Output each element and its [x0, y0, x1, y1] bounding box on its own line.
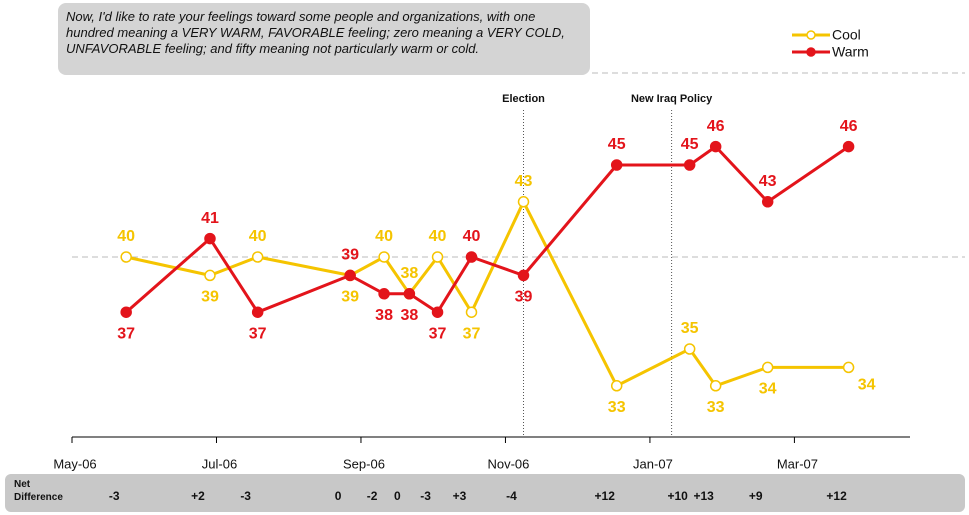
data-label: 40 — [117, 228, 135, 245]
point — [251, 251, 264, 263]
data-label: 46 — [707, 118, 725, 135]
data-label: 37 — [429, 325, 447, 342]
point — [378, 251, 390, 263]
data-label: 43 — [759, 173, 777, 190]
data-label: 33 — [608, 399, 626, 416]
data-label: 43 — [515, 173, 533, 190]
point — [251, 306, 264, 318]
legend-label: Warm — [832, 44, 869, 60]
data-label: 38 — [400, 265, 418, 282]
net-label: Net Difference — [14, 479, 63, 503]
data-label: 45 — [681, 136, 699, 153]
point — [204, 232, 216, 245]
x-tick-label: Jul-06 — [202, 456, 237, 471]
data-label: 40 — [375, 228, 393, 245]
point — [610, 380, 623, 392]
legend-marker — [806, 47, 816, 57]
point — [204, 269, 216, 282]
event-label: New Iraq Policy — [631, 93, 713, 105]
data-label: 41 — [201, 210, 219, 227]
data-label: 46 — [840, 118, 858, 135]
point — [465, 251, 478, 263]
x-tick-label: Sep-06 — [343, 456, 385, 471]
data-label: 33 — [707, 399, 725, 416]
event-label: Election — [502, 93, 545, 105]
point — [517, 196, 530, 208]
data-label: 37 — [117, 325, 135, 342]
x-tick-label: Mar-07 — [777, 456, 818, 471]
x-tick-label: Nov-06 — [487, 456, 529, 471]
data-label: 37 — [463, 325, 481, 342]
data-label: 45 — [608, 136, 626, 153]
point — [120, 251, 132, 263]
point — [465, 306, 478, 318]
point — [403, 288, 416, 300]
point — [683, 159, 696, 171]
data-label: 39 — [341, 247, 359, 264]
data-label: 38 — [375, 307, 393, 324]
data-label: 39 — [341, 289, 359, 306]
point — [709, 140, 722, 153]
data-label: 39 — [201, 289, 219, 306]
data-label: 40 — [463, 228, 481, 245]
legend-label: Cool — [832, 27, 861, 43]
point — [842, 361, 855, 374]
series-line — [125, 200, 849, 388]
net-bar — [5, 474, 965, 512]
data-label: 35 — [681, 320, 699, 337]
series-line — [125, 145, 850, 314]
point — [431, 306, 444, 318]
data-label: 37 — [249, 325, 267, 342]
point — [842, 140, 855, 153]
point — [120, 306, 132, 318]
data-label: 40 — [249, 228, 267, 245]
point — [709, 380, 722, 392]
point — [610, 159, 623, 171]
data-label: 38 — [400, 307, 418, 324]
x-tick-label: Jan-07 — [633, 456, 673, 471]
point — [683, 343, 696, 355]
data-label: 40 — [429, 228, 447, 245]
question-text: Now, I'd like to rate your feelings towa… — [58, 3, 590, 75]
x-tick-label: May-06 — [53, 456, 96, 471]
legend-marker — [806, 30, 816, 40]
point — [517, 269, 530, 282]
point — [761, 361, 774, 374]
data-label: 34 — [858, 377, 876, 394]
data-label: 34 — [759, 381, 777, 398]
data-label: 39 — [515, 289, 533, 306]
point — [344, 269, 356, 282]
point — [431, 251, 444, 263]
point — [378, 288, 390, 300]
point — [761, 196, 774, 208]
